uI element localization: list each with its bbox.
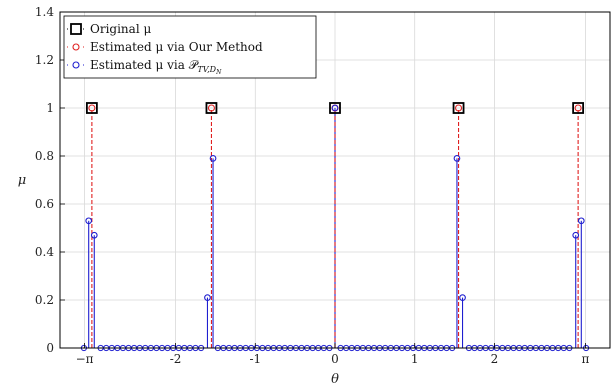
blue-point	[209, 155, 217, 162]
legend-box	[63, 15, 317, 79]
red-point	[574, 104, 582, 112]
x-tick-label: −π	[76, 352, 94, 366]
y-axis-label: μ	[18, 173, 26, 188]
x-tick-label: 0	[331, 352, 339, 366]
original-square-marker	[85, 102, 98, 114]
x-tick-label: -2	[170, 352, 182, 366]
y-tick-label: 0.4	[35, 245, 54, 259]
legend-label: Estimated μ via 𝒫TV,DN	[90, 58, 222, 76]
y-tick-label: 1.4	[35, 5, 54, 19]
blue-point	[459, 294, 466, 301]
blue-point	[331, 104, 339, 112]
legend: Original μ Estimated μ via Our Method Esti…	[63, 15, 317, 79]
red-point	[455, 104, 463, 112]
y-tick-label: 1	[46, 101, 54, 115]
blue-point	[204, 294, 211, 301]
x-tick-label: -1	[249, 352, 261, 366]
blue-point	[90, 231, 98, 239]
blue-point	[85, 217, 93, 225]
blue-point	[453, 155, 461, 162]
original-square-marker	[452, 102, 465, 114]
blue-point	[572, 231, 580, 239]
legend-square-marker	[70, 23, 82, 35]
legend-items: Original μ Estimated μ via Our Method Esti…	[67, 22, 263, 76]
original-square-marker	[205, 102, 218, 114]
legend-label: Original μ	[90, 22, 151, 36]
tick-layer: −π -2 -1 0 1 2 π 0 0.2 0.4 0.6 0.8 1 1.2 1.4	[35, 5, 590, 366]
original-square-marker	[572, 102, 585, 114]
x-tick-label: 1	[411, 352, 419, 366]
y-tick-label: 0.8	[35, 149, 54, 163]
red-point	[207, 104, 215, 112]
legend-circle-marker	[72, 43, 80, 51]
red-point	[88, 104, 96, 112]
y-tick-label: 0.2	[35, 293, 54, 307]
y-tick-label: 0	[46, 341, 54, 355]
x-tick-label: 2	[491, 352, 499, 366]
y-tick-label: 0.6	[35, 197, 54, 211]
original-square-marker	[329, 102, 341, 114]
blue-point	[577, 217, 585, 225]
x-tick-label: π	[581, 352, 589, 366]
legend-circle-marker	[72, 61, 80, 69]
legend-label: Estimated μ via Our Method	[90, 40, 263, 54]
y-tick-label: 1.2	[35, 53, 54, 67]
x-axis-label: θ	[331, 372, 339, 387]
